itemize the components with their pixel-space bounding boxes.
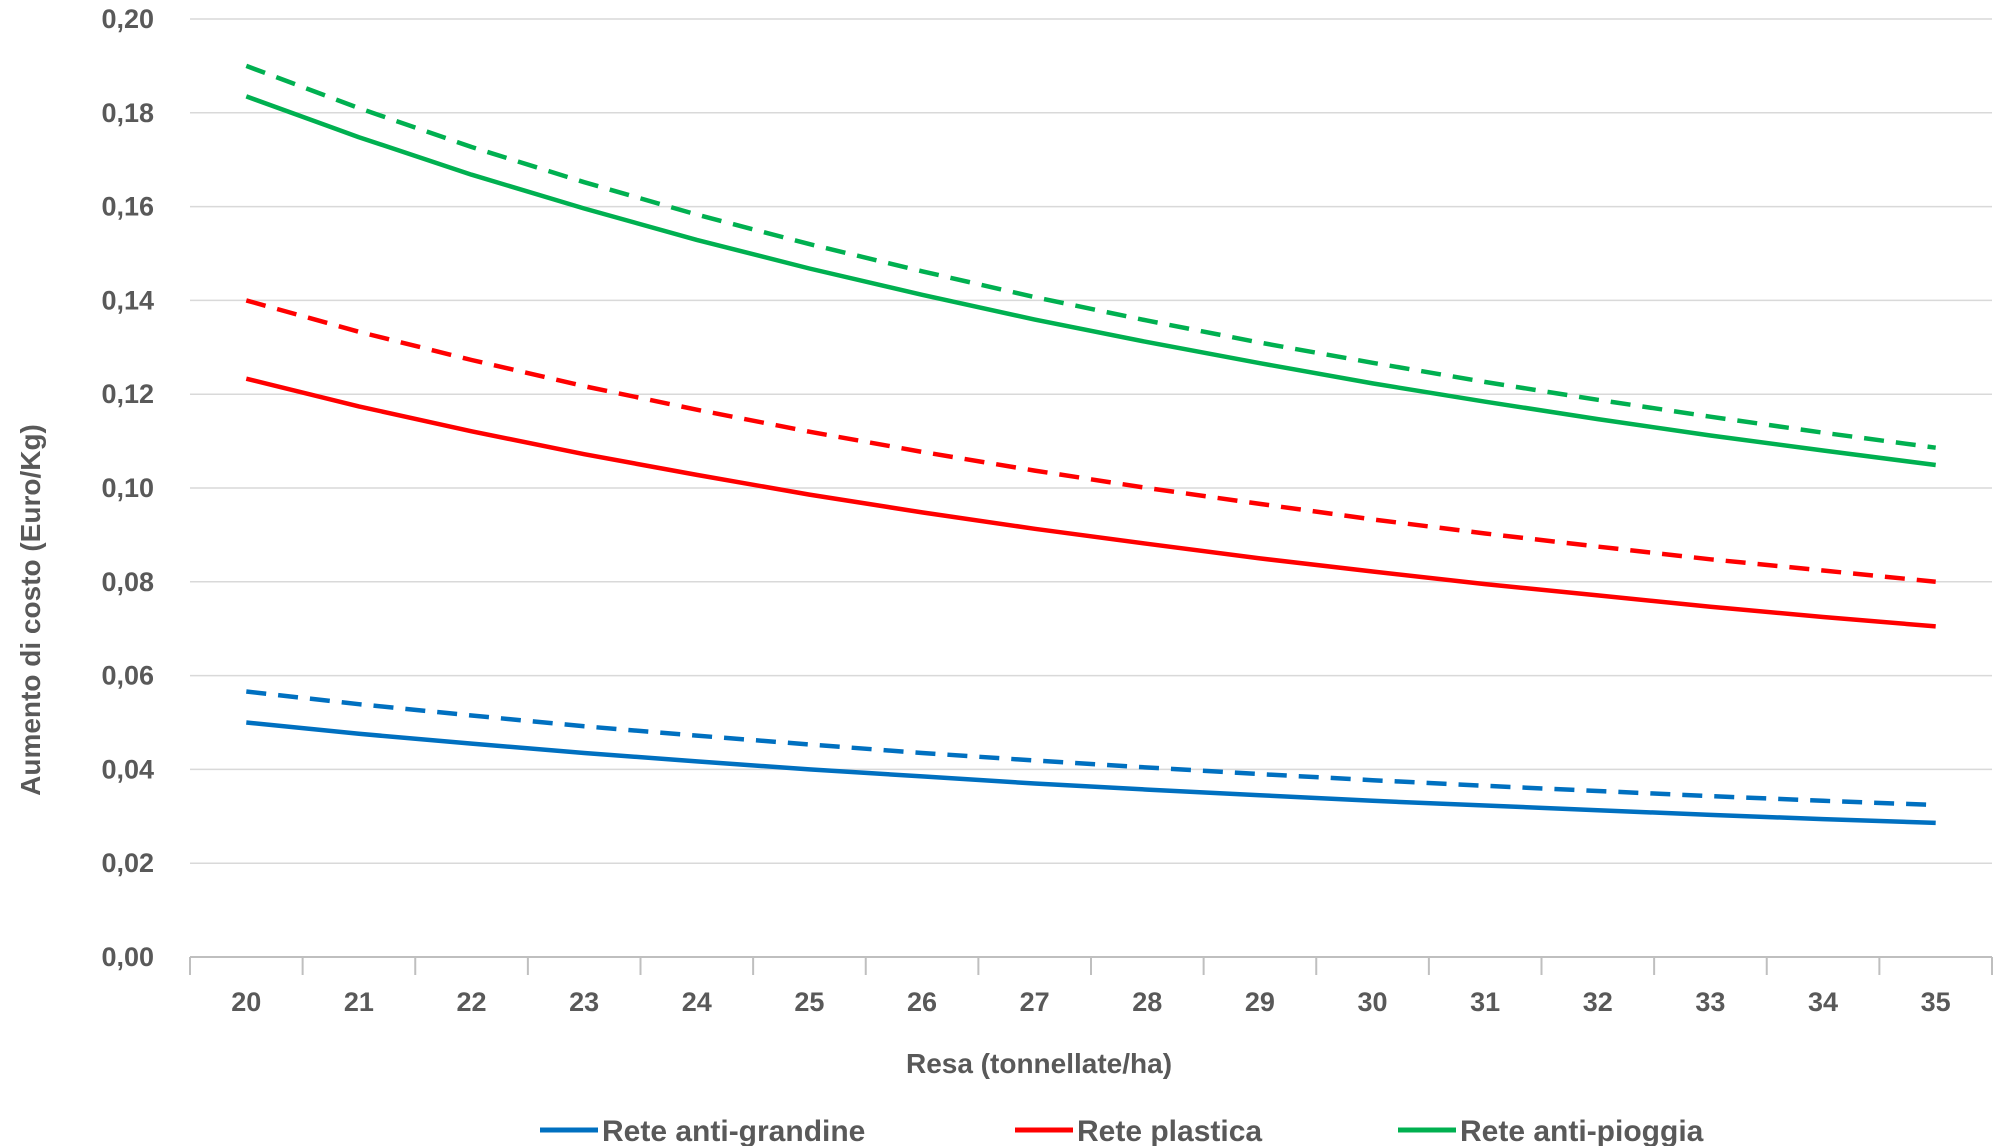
x-tick-label: 30: [1358, 987, 1388, 1017]
gridlines: [190, 18, 1992, 864]
x-axis: [189, 956, 1993, 975]
y-tick-label: 0,10: [101, 473, 154, 503]
legend-item: Rete anti-pioggia: [1398, 1115, 1704, 1146]
x-tick-label: 25: [794, 987, 824, 1017]
x-tick-label: 21: [344, 987, 374, 1017]
y-axis-title: Aumento di costo (Euro/Kg): [15, 424, 46, 796]
y-tick-label: 0,04: [101, 754, 154, 784]
x-tick-label: 31: [1470, 987, 1500, 1017]
series-line-2: [245, 376, 1936, 629]
y-tick-label: 0,20: [101, 4, 154, 34]
x-tick-label: 26: [907, 987, 937, 1017]
y-tick-label: 0,02: [101, 848, 154, 878]
y-tick-label: 0,18: [101, 98, 154, 128]
y-tick-label: 0,12: [101, 379, 154, 409]
x-tick-label: 33: [1695, 987, 1725, 1017]
legend-label: Rete plastica: [1077, 1115, 1262, 1146]
dashed-series-line-1: [246, 689, 1936, 808]
y-tick-label: 0,00: [101, 942, 154, 972]
y-axis-tick-labels: 0,00 0,02 0,04 0,06 0,08 0,10 0,12 0,14 0,16 0,18…: [101, 4, 154, 972]
x-tick-label: 23: [569, 987, 599, 1017]
series-lines: [245, 63, 1936, 826]
series-line-0: [246, 720, 1936, 826]
x-tick-label: 35: [1921, 987, 1951, 1017]
x-tick-label: 34: [1808, 987, 1838, 1017]
x-axis-tick-labels: 20 21 22 23 24 25 26 27 28 29 30 31 32 33 34 35: [231, 987, 1950, 1017]
legend-item: Rete plastica: [1015, 1115, 1262, 1146]
series-line-4: [245, 94, 1936, 468]
x-tick-label: 28: [1132, 987, 1162, 1017]
x-axis-title: Resa (tonnellate/ha): [906, 1048, 1172, 1079]
legend-item: Rete anti-grandine: [540, 1115, 865, 1146]
x-tick-label: 29: [1245, 987, 1275, 1017]
x-tick-label: 24: [682, 987, 712, 1017]
x-tick-label: 20: [231, 987, 261, 1017]
dashed-series-line-5: [245, 63, 1936, 450]
x-tick-label: 27: [1020, 987, 1050, 1017]
y-tick-label: 0,06: [101, 661, 154, 691]
legend-label: Rete anti-pioggia: [1460, 1115, 1704, 1146]
y-tick-label: 0,14: [101, 285, 154, 315]
legend-label: Rete anti-grandine: [602, 1115, 865, 1146]
x-tick-label: 22: [457, 987, 487, 1017]
y-tick-label: 0,16: [101, 192, 154, 222]
legend: Rete anti-grandine Rete plastica Rete anti…: [540, 1115, 1704, 1146]
dashed-series-line-3: [245, 298, 1936, 585]
y-tick-label: 0,08: [101, 567, 154, 597]
x-tick-label: 32: [1583, 987, 1613, 1017]
